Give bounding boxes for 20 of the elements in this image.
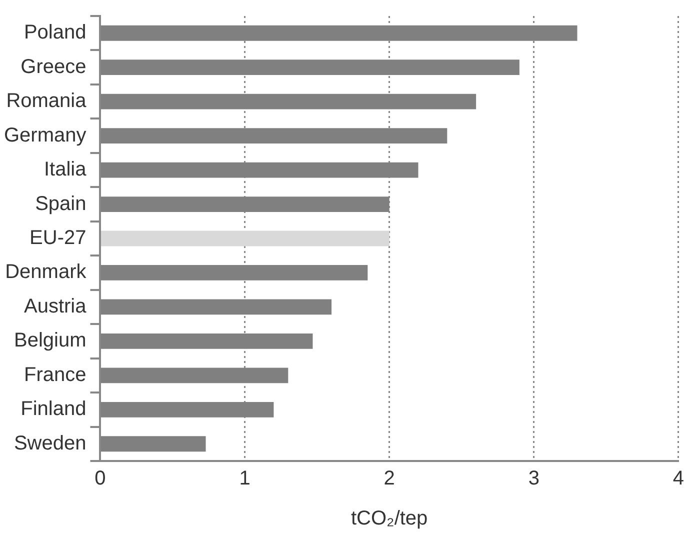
y-tick-label: Italia [44,158,88,181]
x-tick-label: 3 [528,468,540,490]
y-tick-label: Germany [4,124,86,146]
y-tick-label: Belgium [14,330,86,352]
y-tick-label: Denmark [5,261,88,284]
y-tick-label: Poland [24,22,86,44]
y-tick-label: France [24,364,86,386]
y-tick-label: EU-27 [30,227,86,250]
bar [100,230,390,246]
y-tick-label: Spain [35,192,86,215]
y-tick-label: Sweden [14,432,86,454]
y-tick-label: Romania [6,90,88,112]
y-tick-label: Austria [24,295,88,318]
x-tick-label: 0 [94,468,106,490]
x-axis-title: tCO₂/tep [351,508,428,530]
y-tick-label: Greece [20,56,86,78]
x-tick-label: 2 [384,468,395,490]
x-tick-label: 1 [239,468,250,490]
x-tick-label: 4 [672,468,684,490]
y-tick-label: Finland [20,398,86,420]
